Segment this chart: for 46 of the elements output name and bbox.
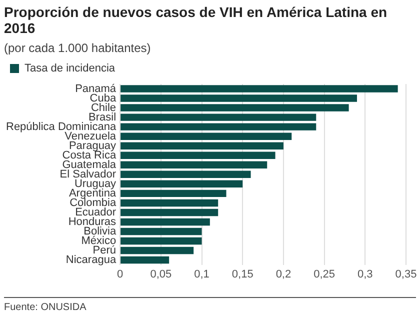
bar	[120, 132, 292, 140]
y-tick-label: Guatemala	[62, 158, 117, 171]
bar	[120, 170, 251, 178]
y-tick-label: El Salvador	[60, 168, 116, 180]
bar	[120, 104, 349, 112]
y-tick-label: Panamá	[75, 82, 117, 95]
y-tick-label: Argentina	[68, 187, 117, 200]
y-tick-label: Cuba	[90, 92, 117, 104]
y-tick-label: Nicaragua	[66, 254, 117, 266]
y-tick-label: Uruguay	[74, 178, 117, 190]
y-tick-label: Perú	[92, 244, 116, 257]
bar	[120, 256, 170, 264]
x-tick-label: 0,15	[232, 268, 254, 280]
bar	[120, 246, 194, 254]
x-tick-label: 0,25	[314, 268, 336, 280]
bar	[120, 228, 202, 236]
x-tick-label: 0,1	[194, 268, 210, 280]
y-tick-label: Paraguay	[68, 140, 117, 152]
bar	[120, 123, 316, 130]
bar	[120, 199, 218, 207]
x-tick-label: 0,2	[276, 268, 292, 280]
chart-subtitle: (por cada 1.000 habitantes)	[4, 41, 152, 55]
bar	[120, 237, 202, 245]
y-tick-label: República Dominicana	[6, 120, 117, 133]
y-tick-label: Venezuela	[64, 130, 117, 142]
y-tick-label: Ecuador	[75, 206, 116, 218]
x-tick-label: 0,3	[358, 268, 373, 280]
bar	[120, 142, 284, 150]
y-tick-label: Chile	[90, 102, 116, 114]
bar	[120, 114, 316, 121]
legend-label: Tasa de incidencia	[24, 62, 116, 75]
bar	[120, 85, 398, 92]
x-tick-label: 0	[116, 268, 124, 280]
bar	[120, 218, 210, 226]
y-tick-label: Brasil	[88, 111, 116, 124]
bar	[120, 180, 243, 188]
bar	[120, 94, 357, 102]
x-tick-label: 0,05	[150, 268, 172, 280]
y-tick-label: Colombia	[70, 196, 117, 209]
bar	[120, 161, 268, 168]
chart-title: Proporción de nuevos casos de VIH en América Latina en 2016	[4, 4, 388, 36]
source-note: Fuente: ONUSIDA	[4, 297, 416, 313]
x-tick-label: 0,35	[395, 268, 417, 280]
bar	[120, 152, 276, 159]
bar	[120, 190, 226, 198]
bar	[120, 208, 218, 216]
